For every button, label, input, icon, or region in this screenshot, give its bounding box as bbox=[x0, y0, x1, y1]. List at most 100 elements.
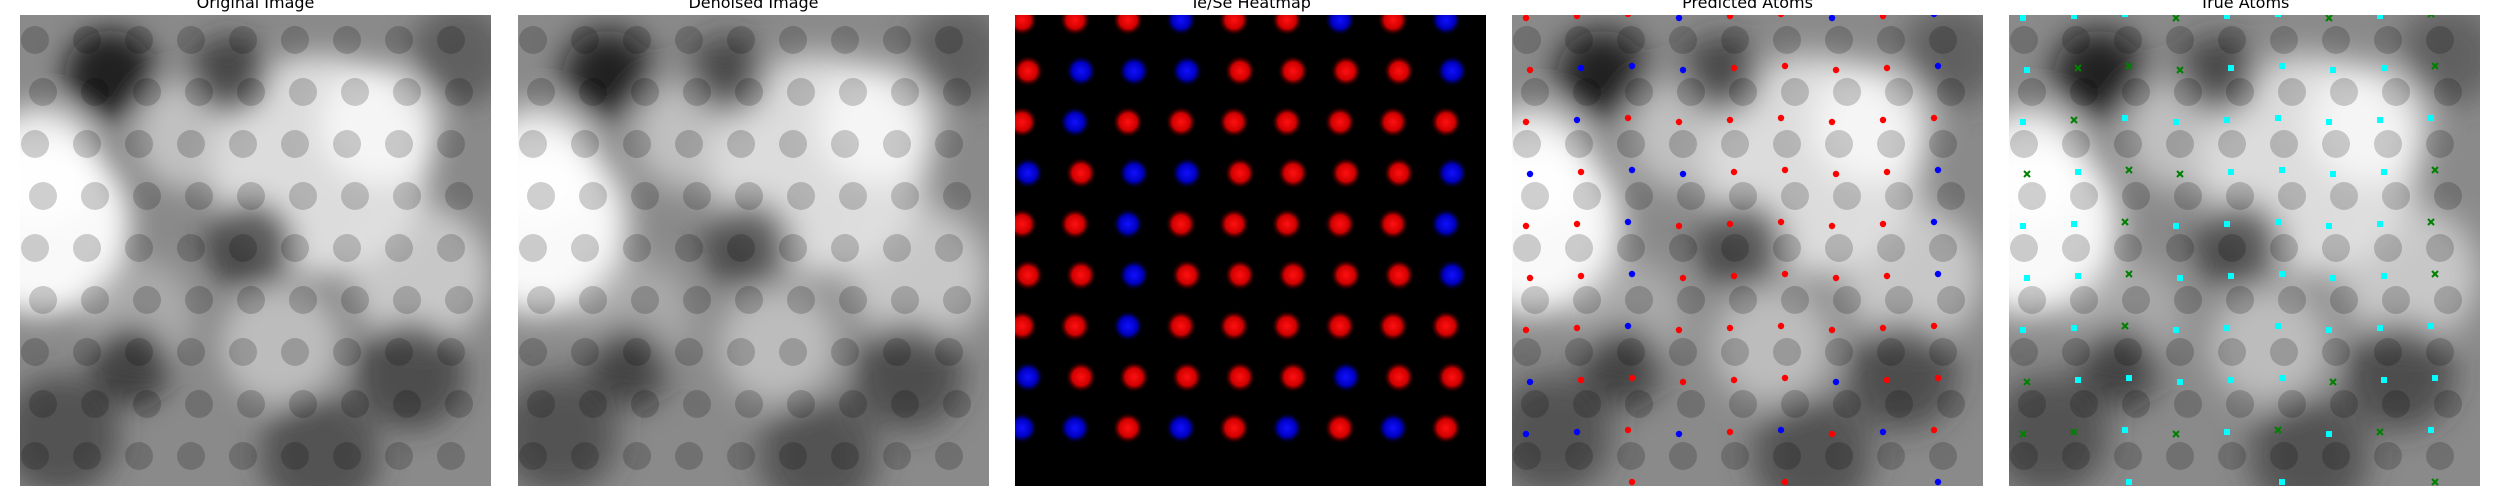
predicted-te-atom bbox=[1930, 322, 1938, 330]
true-te-atom bbox=[2126, 375, 2132, 381]
predicted-se-atom bbox=[1573, 116, 1581, 124]
predicted-se-atom bbox=[1624, 322, 1632, 330]
predicted-se-atom bbox=[1675, 430, 1683, 438]
true-se-atom bbox=[2121, 322, 2129, 330]
true-te-atom bbox=[2279, 63, 2285, 69]
heatmap-te-spot bbox=[1218, 310, 1250, 342]
true-te-atom bbox=[2228, 377, 2234, 383]
predicted-te-atom bbox=[1883, 168, 1891, 176]
predicted-te-atom bbox=[1781, 374, 1789, 382]
true-te-atom bbox=[2224, 325, 2230, 331]
true-te-atom bbox=[2224, 429, 2230, 435]
true-te-atom bbox=[2224, 117, 2230, 123]
true-se-atom bbox=[2427, 15, 2435, 18]
true-te-atom bbox=[2173, 119, 2179, 125]
predicted-te-atom bbox=[1675, 118, 1683, 126]
heatmap-te-spot bbox=[1224, 259, 1256, 291]
predicted-te-atom bbox=[1624, 114, 1632, 122]
heatmap-te-spot bbox=[1324, 310, 1356, 342]
heatmap-se-spot bbox=[1430, 208, 1462, 240]
predicted-te-atom bbox=[1675, 326, 1683, 334]
heatmap-se-spot bbox=[1430, 15, 1462, 36]
heatmap-te-spot bbox=[1218, 106, 1250, 138]
heatmap-se-spot bbox=[1171, 157, 1203, 189]
predicted-se-atom bbox=[1526, 378, 1534, 386]
predicted-te-atom bbox=[1726, 15, 1734, 20]
predicted-se-atom bbox=[1573, 428, 1581, 436]
predicted-se-atom bbox=[1675, 15, 1683, 22]
true-se-atom bbox=[2023, 170, 2031, 178]
heatmap-te-spot bbox=[1377, 15, 1409, 36]
true-se-atom bbox=[2019, 430, 2027, 438]
predicted-se-atom bbox=[1879, 428, 1887, 436]
predicted-se-atom bbox=[1930, 218, 1938, 226]
predicted-te-atom bbox=[1832, 274, 1840, 282]
heatmap-se-spot bbox=[1015, 361, 1044, 393]
denoised-image-panel bbox=[518, 15, 989, 486]
predicted-te-atom bbox=[1828, 118, 1836, 126]
heatmap-te-spot bbox=[1112, 15, 1144, 36]
original-image-panel bbox=[20, 15, 491, 486]
predicted-te-atom bbox=[1522, 222, 1530, 230]
predicted-te-atom bbox=[1624, 15, 1632, 18]
true-se-atom bbox=[2427, 218, 2435, 226]
heatmap-te-spot bbox=[1383, 55, 1415, 87]
predicted-se-atom bbox=[1934, 478, 1942, 486]
true-te-atom bbox=[2428, 115, 2434, 121]
true-se-atom bbox=[2431, 62, 2439, 70]
true-se-atom bbox=[2431, 478, 2439, 486]
predicted-se-atom bbox=[1526, 170, 1534, 178]
true-te-atom bbox=[2279, 167, 2285, 173]
heatmap-te-spot bbox=[1015, 208, 1038, 240]
true-te-atom bbox=[2024, 275, 2030, 281]
true-se-atom bbox=[2176, 66, 2184, 74]
heatmap-te-spot bbox=[1271, 310, 1303, 342]
panel-title-predicted: Predicted Atoms bbox=[1682, 0, 1813, 12]
heatmap-te-spot bbox=[1015, 106, 1038, 138]
true-te-atom bbox=[2377, 221, 2383, 227]
true-te-atom bbox=[2020, 223, 2026, 229]
heatmap-te-spot bbox=[1277, 157, 1309, 189]
true-se-atom bbox=[2176, 170, 2184, 178]
heatmap-te-spot bbox=[1430, 106, 1462, 138]
true-te-atom bbox=[2173, 223, 2179, 229]
predicted-se-atom bbox=[1577, 64, 1585, 72]
true-te-atom bbox=[2177, 275, 2183, 281]
heatmap-se-spot bbox=[1324, 15, 1356, 36]
predicted-se-atom bbox=[1930, 15, 1938, 18]
true-te-atom bbox=[2071, 221, 2077, 227]
heatmap-te-spot bbox=[1330, 259, 1362, 291]
predicted-te-atom bbox=[1730, 376, 1738, 384]
true-te-atom bbox=[2177, 379, 2183, 385]
true-te-atom bbox=[2122, 15, 2128, 17]
true-se-atom bbox=[2121, 218, 2129, 226]
true-se-atom bbox=[2329, 378, 2337, 386]
predicted-te-atom bbox=[1628, 478, 1636, 486]
true-te-atom bbox=[2075, 377, 2081, 383]
true-te-atom bbox=[2224, 221, 2230, 227]
heatmap-se-spot bbox=[1330, 361, 1362, 393]
predicted-se-atom bbox=[1828, 15, 1836, 22]
original-image bbox=[20, 15, 491, 486]
true-te-atom bbox=[2326, 327, 2332, 333]
true-se-atom bbox=[2431, 270, 2439, 278]
true-se-atom bbox=[2074, 64, 2082, 72]
true-te-atom bbox=[2377, 325, 2383, 331]
predicted-atoms-panel bbox=[1512, 15, 1983, 486]
heatmap-te-spot bbox=[1015, 15, 1038, 36]
heatmap-te-spot bbox=[1059, 310, 1091, 342]
true-te-atom bbox=[2228, 169, 2234, 175]
predicted-te-atom bbox=[1883, 272, 1891, 280]
heatmap-te-spot bbox=[1171, 361, 1203, 393]
heatmap-te-spot bbox=[1165, 106, 1197, 138]
true-te-atom bbox=[2275, 323, 2281, 329]
true-te-atom bbox=[2071, 15, 2077, 19]
heatmap-te-spot bbox=[1218, 412, 1250, 444]
predicted-te-atom bbox=[1730, 64, 1738, 72]
predicted-se-atom bbox=[1628, 270, 1636, 278]
heatmap-te-spot bbox=[1324, 412, 1356, 444]
heatmap-se-spot bbox=[1112, 310, 1144, 342]
true-te-atom bbox=[2275, 115, 2281, 121]
heatmap-te-spot bbox=[1218, 208, 1250, 240]
predicted-te-atom bbox=[1577, 272, 1585, 280]
